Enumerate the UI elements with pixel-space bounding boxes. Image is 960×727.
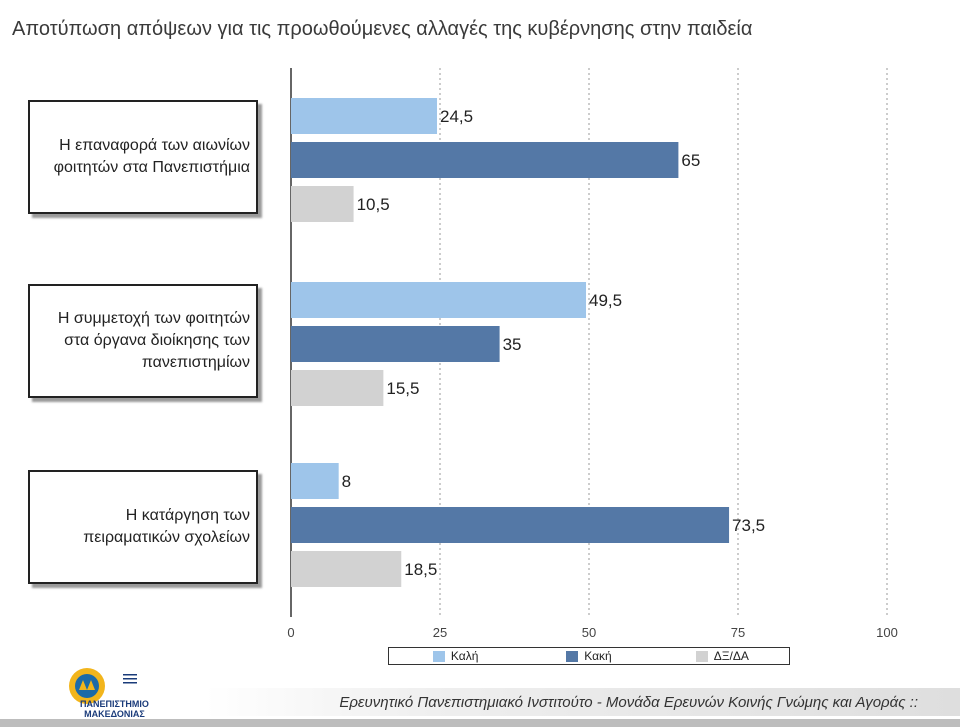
category-box-3: Η κατάργηση των πειραματικών σχολείων [28,470,258,584]
legend-swatch-bad [566,650,579,662]
x-tick-label-50: 50 [582,625,596,640]
bar-label-cat2-good: 49,5 [589,291,622,310]
bar-label-cat1-bad: 65 [681,151,700,170]
chart-title: Αποτύπωση απόψεων για τις προωθούμενες α… [12,18,753,40]
legend: Καλή Κακή ΔΞ/ΔΑ [388,647,790,665]
bar-cat2-good [291,282,587,318]
bar-label-cat3-bad: 73,5 [732,516,765,535]
footer-text: Ερευνητικό Πανεπιστημιακό Ινστιτούτο - Μ… [339,693,918,711]
bar-label-cat3-good: 8 [342,472,351,491]
legend-label-dk: ΔΞ/ΔΑ [713,649,749,663]
bar-cat3-dk [291,551,402,587]
x-tick-label-75: 75 [731,625,745,640]
bar-cat2-bad [291,326,500,362]
university-logo [69,668,137,704]
bar-label-cat3-dk: 18,5 [404,560,437,579]
category-box-1: Η επαναφορά των αιωνίων φοιτητών στα Παν… [28,100,258,214]
bar-label-cat2-dk: 15,5 [386,379,419,398]
legend-item-bad: Κακή [522,649,655,663]
footer-banner: Ερευνητικό Πανεπιστημιακό Ινστιτούτο - Μ… [205,688,960,716]
category-label-1: Η επαναφορά των αιωνίων φοιτητών στα Παν… [53,137,250,176]
bar-cat3-bad [291,507,730,543]
legend-item-good: Καλή [389,649,522,663]
x-tick-label-100: 100 [876,625,898,640]
x-tick-label-0: 0 [287,625,294,640]
category-label-3: Η κατάργηση των πειραματικών σχολείων [83,507,250,546]
legend-item-dk: ΔΞ/ΔΑ [656,649,789,663]
category-label-2: Η συμμετοχή των φοιτητών στα όργανα διοί… [57,310,250,371]
legend-swatch-dk [695,650,708,662]
bar-cat3-good [291,463,339,499]
legend-swatch-good [432,650,445,662]
bar-chart: 0 25 50 75 100 24,5 65 10,5 49,5 35 15,5 8 73,5 18,5 [287,68,898,640]
bar-label-cat1-good: 24,5 [440,107,473,126]
legend-label-good: Καλή [450,649,479,663]
bar-cat1-good [291,98,438,134]
bar-label-cat2-bad: 35 [503,335,522,354]
university-logo-text: ΠΑΝΕΠΙΣΤΗΜΙΟ ΜΑΚΕΔΟΝΙΑΣ [80,699,149,719]
bar-label-cat1-dk: 10,5 [357,195,390,214]
bar-cat1-bad [291,142,679,178]
legend-label-bad: Κακή [584,649,612,663]
bar-cat1-dk [291,186,354,222]
bar-cat2-dk [291,370,384,406]
category-box-2: Η συμμετοχή των φοιτητών στα όργανα διοί… [28,284,258,398]
bottom-divider [0,719,960,727]
x-tick-label-25: 25 [433,625,447,640]
